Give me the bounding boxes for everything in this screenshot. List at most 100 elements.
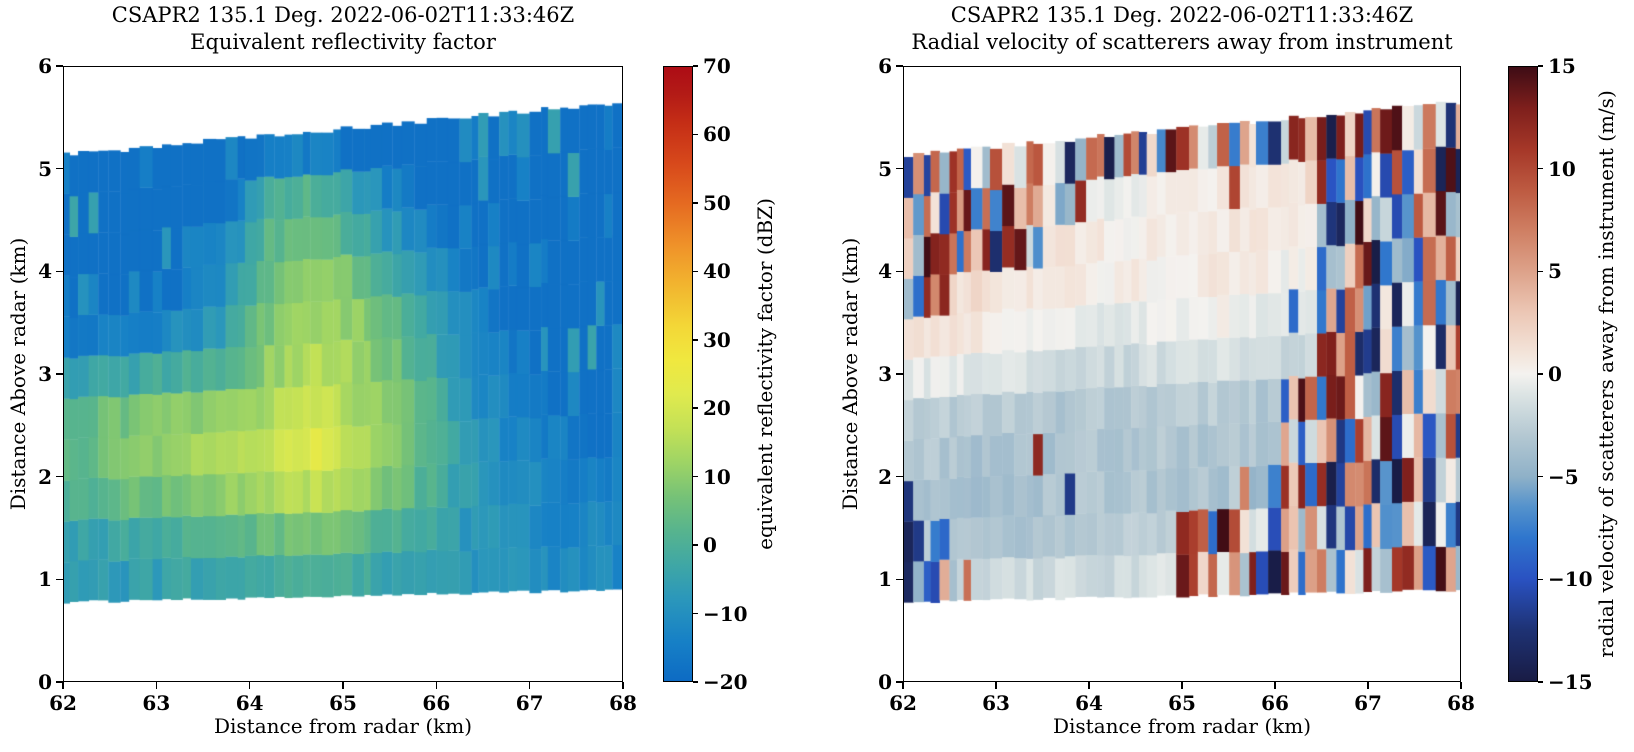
y-axis-label: Distance Above radar (km) bbox=[6, 237, 30, 511]
reflectivity-colorbar bbox=[663, 66, 693, 682]
panel-title: CSAPR2 135.1 Deg. 2022-06-02T11:33:46Z E… bbox=[112, 2, 574, 56]
x-axis-tick bbox=[902, 682, 904, 689]
panel-title-line1: CSAPR2 135.1 Deg. 2022-06-02T11:33:46Z bbox=[950, 3, 1414, 27]
y-tick-label: 0 bbox=[38, 670, 52, 694]
colorbar-label: equivalent reflectivity factor (dBZ) bbox=[753, 198, 777, 550]
x-tick-label: 65 bbox=[1168, 691, 1196, 715]
x-axis-label: Distance from radar (km) bbox=[1052, 714, 1312, 738]
y-tick-label: 4 bbox=[38, 259, 52, 284]
colorbar-label: radial velocity of scatterers away from … bbox=[1594, 90, 1618, 658]
colorbar-tick bbox=[693, 681, 698, 683]
x-axis-tick bbox=[435, 682, 438, 689]
colorbar-tick bbox=[1538, 681, 1543, 683]
colorbar-tick bbox=[693, 270, 698, 273]
y-tick-label: 3 bbox=[38, 362, 52, 386]
y-tick-label: 6 bbox=[878, 54, 892, 78]
y-axis-tick bbox=[896, 167, 903, 170]
velocity-plot-area bbox=[903, 66, 1461, 682]
colorbar-tick-label: 40 bbox=[703, 259, 731, 284]
colorbar-tick-label: −20 bbox=[703, 670, 748, 694]
y-axis-tick bbox=[56, 167, 63, 170]
y-tick-label: 6 bbox=[38, 54, 52, 78]
y-axis-tick bbox=[56, 65, 63, 67]
x-axis-tick bbox=[155, 682, 158, 689]
colorbar-tick-label: 20 bbox=[703, 396, 731, 421]
colorbar-tick-label: 0 bbox=[703, 533, 717, 558]
colorbar-tick-label: −5 bbox=[1548, 464, 1579, 489]
y-tick-label: 5 bbox=[878, 156, 892, 181]
y-axis-tick bbox=[56, 681, 63, 683]
colorbar-tick bbox=[693, 407, 698, 409]
colorbar-tick bbox=[1538, 270, 1543, 273]
x-axis-tick bbox=[1274, 682, 1276, 689]
y-tick-label: 1 bbox=[878, 567, 892, 592]
panel-title-line2: Radial velocity of scatterers away from … bbox=[911, 30, 1453, 54]
x-tick-label: 68 bbox=[609, 691, 637, 715]
x-axis-tick bbox=[1460, 682, 1462, 689]
colorbar-tick-label: 10 bbox=[1548, 156, 1576, 181]
x-tick-label: 62 bbox=[49, 691, 77, 715]
y-axis-tick bbox=[896, 475, 903, 478]
reflectivity-heatmap-canvas bbox=[63, 66, 623, 682]
y-axis-tick bbox=[56, 475, 63, 478]
y-axis-tick bbox=[896, 681, 903, 683]
x-axis-tick bbox=[1088, 682, 1090, 689]
colorbar-tick bbox=[693, 475, 698, 478]
colorbar-tick bbox=[693, 544, 698, 546]
x-tick-label: 62 bbox=[889, 691, 917, 715]
x-axis-tick bbox=[342, 682, 344, 689]
x-axis-tick bbox=[1181, 682, 1183, 689]
x-axis-tick bbox=[528, 682, 531, 689]
colorbar-tick bbox=[1538, 475, 1543, 478]
y-tick-label: 0 bbox=[878, 670, 892, 694]
y-axis-label: Distance Above radar (km) bbox=[838, 237, 862, 511]
colorbar-tick-label: 5 bbox=[1548, 259, 1562, 284]
x-tick-label: 66 bbox=[422, 691, 451, 715]
panel-title: CSAPR2 135.1 Deg. 2022-06-02T11:33:46Z R… bbox=[911, 2, 1452, 56]
x-tick-label: 68 bbox=[1447, 691, 1475, 715]
x-tick-label: 63 bbox=[982, 691, 1010, 715]
colorbar-tick bbox=[693, 339, 698, 341]
colorbar-tick-label: −10 bbox=[1548, 567, 1593, 592]
x-axis-tick bbox=[622, 682, 624, 689]
colorbar-tick bbox=[1538, 578, 1543, 581]
x-tick-label: 65 bbox=[329, 691, 357, 715]
plot-frame bbox=[63, 66, 623, 682]
panel-title-line2: Equivalent reflectivity factor bbox=[190, 30, 496, 54]
colorbar-tick-label: −10 bbox=[703, 601, 748, 626]
colorbar-tick-label: −15 bbox=[1548, 670, 1593, 694]
plot-frame bbox=[903, 66, 1461, 682]
x-tick-label: 63 bbox=[142, 691, 171, 715]
colorbar-tick bbox=[693, 133, 698, 136]
y-axis-tick bbox=[896, 578, 903, 581]
x-tick-label: 64 bbox=[1075, 691, 1103, 715]
y-axis-tick bbox=[56, 373, 63, 375]
y-tick-label: 4 bbox=[878, 259, 892, 284]
x-axis-tick bbox=[995, 682, 997, 689]
y-tick-label: 2 bbox=[38, 464, 52, 489]
colorbar-tick bbox=[1538, 167, 1543, 170]
x-axis-label: Distance from radar (km) bbox=[213, 714, 473, 738]
x-axis-tick bbox=[1367, 682, 1369, 689]
panel-title-line1: CSAPR2 135.1 Deg. 2022-06-02T11:33:46Z bbox=[111, 3, 575, 27]
colorbar-tick bbox=[693, 612, 698, 615]
colorbar-tick bbox=[693, 65, 698, 67]
reflectivity-plot-area bbox=[63, 66, 623, 682]
colorbar-tick-label: 30 bbox=[703, 327, 731, 352]
colorbar-tick-label: 70 bbox=[703, 54, 731, 78]
x-axis-tick bbox=[248, 682, 251, 689]
colorbar-tick-label: 60 bbox=[703, 122, 731, 147]
x-tick-label: 67 bbox=[515, 691, 544, 715]
colorbar-tick-label: 10 bbox=[703, 464, 731, 489]
x-tick-label: 64 bbox=[235, 691, 264, 715]
colorbar-tick-label: 0 bbox=[1548, 362, 1562, 386]
colorbar-tick bbox=[693, 202, 698, 204]
colorbar-tick bbox=[1538, 65, 1543, 67]
y-axis-tick bbox=[56, 270, 63, 273]
y-tick-label: 3 bbox=[878, 362, 892, 386]
colorbar-tick bbox=[1538, 373, 1543, 375]
y-tick-label: 1 bbox=[38, 567, 52, 592]
y-axis-tick bbox=[896, 270, 903, 273]
y-axis-tick bbox=[56, 578, 63, 581]
